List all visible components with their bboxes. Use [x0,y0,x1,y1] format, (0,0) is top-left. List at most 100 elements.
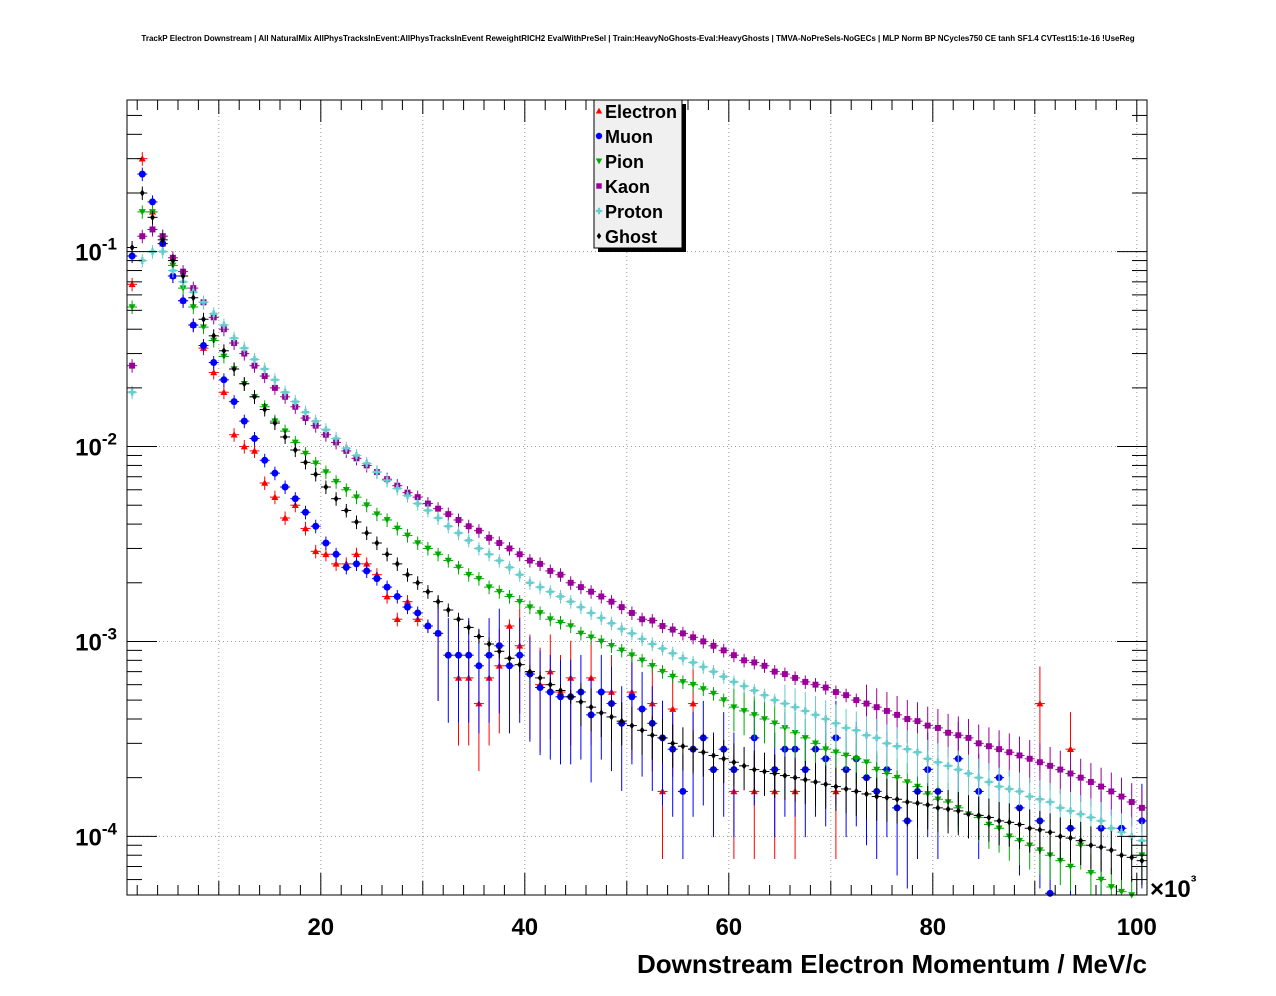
data-point [1138,837,1146,845]
data-point [731,758,737,766]
data-point [353,451,360,459]
data-point [465,536,473,544]
data-point [710,690,717,698]
legend-label: Electron [605,102,677,122]
data-point [1118,828,1125,836]
data-point [609,713,614,721]
data-point [201,315,206,323]
data-point [863,700,870,707]
x-axis-title: Downstream Electron Momentum / MeV/c [637,949,1147,979]
data-point [801,735,809,742]
data-point [476,633,482,641]
data-point [128,304,136,311]
data-point [904,716,911,722]
data-point [1087,779,1094,785]
data-point [750,687,758,695]
data-point [393,525,401,532]
data-point [781,725,789,732]
data-point [302,524,309,532]
data-point [393,615,401,623]
data-point [210,368,218,376]
data-point [597,688,605,696]
data-point [883,707,890,714]
data-point [557,619,564,627]
data-point [210,310,218,318]
data-point [781,700,789,708]
data-point [536,610,544,617]
data-point [975,774,983,782]
data-point [670,739,676,747]
data-point [608,598,615,605]
data-point [893,774,901,782]
data-point [546,616,554,623]
data-point [1005,785,1013,793]
x-tick-label: 60 [715,914,742,941]
data-point [608,619,616,627]
data-point [393,593,401,601]
data-point [639,616,646,623]
data-point [822,684,829,691]
data-point [843,692,850,699]
data-points [127,152,1147,899]
data-point [404,603,411,611]
data-point [568,693,574,701]
data-point [1068,834,1073,842]
data-point [638,705,646,713]
data-point [679,654,687,662]
data-point [965,734,972,741]
data-point [567,579,574,586]
data-point [792,674,799,681]
data-point [475,544,483,552]
data-point [363,502,371,509]
data-point [873,734,881,742]
data-point [323,483,329,491]
data-point [374,539,380,547]
data-point [842,752,850,759]
data-point [1107,884,1115,891]
data-point [669,649,677,657]
data-point [312,460,320,467]
data-point [925,801,931,809]
data-point [456,615,461,623]
data-point [596,232,602,240]
data-point [1098,783,1105,790]
data-point [506,622,513,629]
data-point [303,458,308,466]
data-point [995,783,1003,791]
data-point [730,704,738,711]
data-point [955,807,961,815]
data-point [313,470,319,478]
legend-label: Pion [605,152,644,172]
data-point [1026,755,1033,762]
data-point [1077,774,1084,781]
data-point [699,663,707,671]
data-point [1067,807,1074,815]
data-point [1097,876,1105,884]
data-point [577,584,584,591]
data-point [648,640,656,648]
data-point [435,598,441,606]
data-point [332,560,340,567]
data-point [874,793,880,801]
data-point [342,563,350,571]
data-point [945,729,952,736]
data-point [597,614,605,622]
data-point [720,647,727,654]
data-point [547,567,554,574]
data-point [1047,762,1054,769]
data-point [761,716,768,723]
data-point [873,766,881,774]
data-point [466,623,472,631]
data-point [577,630,585,637]
data-point [833,783,839,791]
data-point [669,626,676,633]
data-point [251,434,258,442]
data-point [945,805,951,813]
data-point [801,707,809,715]
data-point [935,804,941,812]
data-point [536,684,544,692]
data-point [373,468,381,476]
data-point [506,563,513,571]
data-point [516,571,524,579]
data-point [802,776,808,784]
